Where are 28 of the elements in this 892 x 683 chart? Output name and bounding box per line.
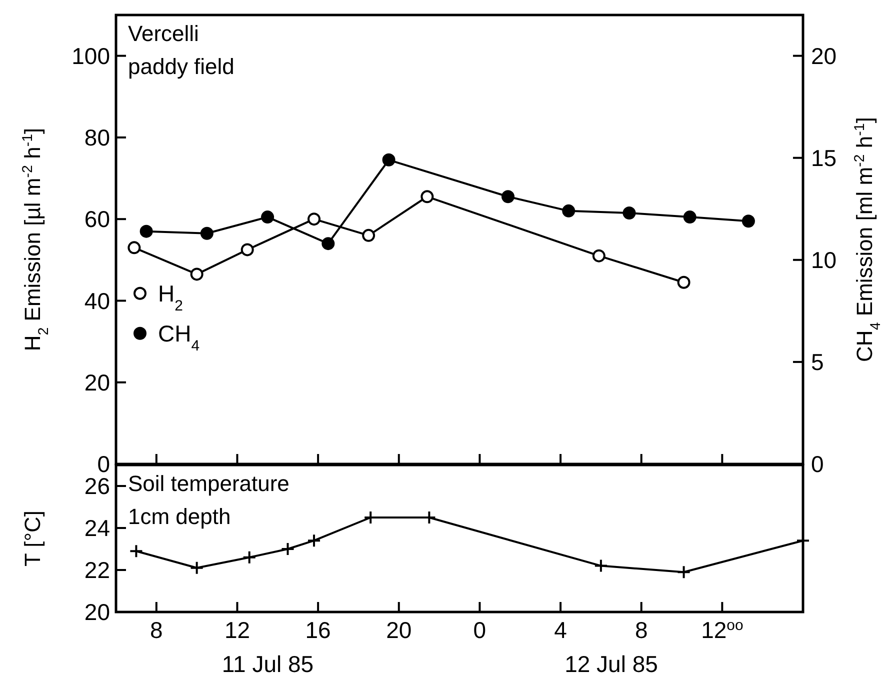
y-tick-label: 40 — [84, 288, 110, 314]
x-tick-label: 16 — [305, 617, 331, 643]
y-tick-label: 24 — [84, 515, 110, 542]
y-tick-label: 20 — [84, 369, 110, 396]
y-axis-title: T [°C] — [20, 510, 45, 567]
text: 11 Jul 85 — [222, 651, 314, 677]
y-tick-label: 22 — [84, 557, 110, 584]
x-tick-label: 8 — [634, 617, 648, 643]
text: Vercelli paddy field — [128, 21, 234, 79]
y-tick-label: 80 — [84, 124, 110, 151]
x-tick-label: 0 — [473, 617, 486, 643]
x-tick-label: 8 — [150, 617, 163, 643]
y2-tick-label: 15 — [811, 144, 837, 171]
y-tick-label: 60 — [84, 206, 110, 232]
legend-label: H$_{2}$ — [158, 280, 183, 314]
text: 12 Jul 85 — [564, 651, 658, 677]
y2-tick-label: 5 — [811, 349, 824, 376]
x-tick-label: 12 — [224, 617, 250, 643]
y-tick-label: 20 — [84, 599, 110, 626]
legend-label: CH$_{4}$ — [158, 320, 200, 354]
y2-tick-label: 10 — [811, 246, 837, 273]
x-tick-label: 12$^{oo}$ — [701, 616, 744, 643]
x-tick-label: 4 — [554, 617, 568, 643]
y2-tick-label: 20 — [811, 42, 837, 69]
x-tick-label: 20 — [386, 617, 412, 643]
text: Soil temperature 1cm depth — [128, 471, 290, 529]
y2-tick-label: 0 — [811, 451, 824, 478]
y-tick-label: 100 — [72, 42, 110, 69]
